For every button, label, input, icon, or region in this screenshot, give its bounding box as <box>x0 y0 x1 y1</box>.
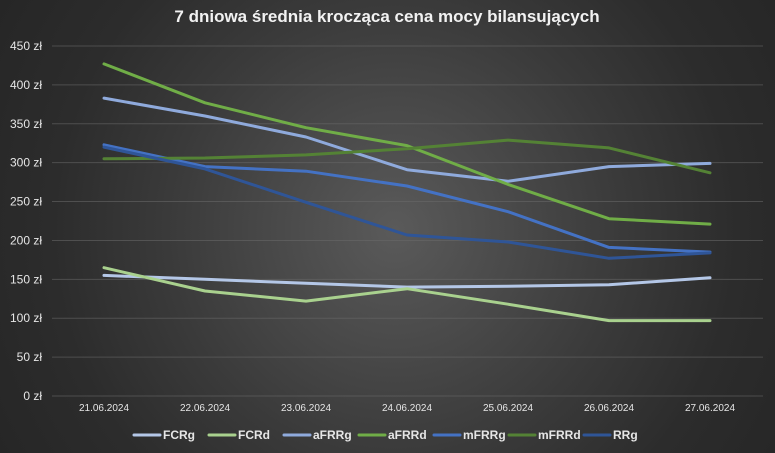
legend-label-mfrrd: mFRRd <box>538 428 581 442</box>
y-tick-label: 450 zł <box>10 39 42 53</box>
legend-label-mfrrg: mFRRg <box>463 428 506 442</box>
series-line-mfrrg <box>102 143 712 254</box>
legend-label-afrrg: aFRRg <box>313 428 352 442</box>
y-tick-label: 200 zł <box>10 233 42 247</box>
y-tick-label: 400 zł <box>10 78 42 92</box>
x-tick-label: 24.06.2024 <box>382 403 432 414</box>
y-tick-label: 0 zł <box>23 389 42 403</box>
series-lines <box>102 62 712 323</box>
y-tick-label: 300 zł <box>10 156 42 170</box>
x-tick-label: 26.06.2024 <box>584 403 634 414</box>
x-tick-label: 25.06.2024 <box>483 403 533 414</box>
legend-label-fcrd: FCRd <box>238 428 270 442</box>
y-tick-label: 150 zł <box>10 272 42 286</box>
y-tick-label: 250 zł <box>10 195 42 209</box>
x-axis-ticks: 21.06.2024 22.06.2024 23.06.2024 24.06.2024… <box>79 403 735 414</box>
series-line-rrg <box>102 145 712 260</box>
y-tick-label: 100 zł <box>10 311 42 325</box>
series-line-afrrd <box>102 62 712 226</box>
y-tick-label: 50 zł <box>17 350 43 364</box>
x-tick-label: 23.06.2024 <box>281 403 331 414</box>
series-line-fcrg <box>102 273 712 289</box>
y-axis-ticks: 0 zł 50 zł 100 zł 150 zł 200 zł 250 zł 300 zł 3… <box>10 39 42 403</box>
x-tick-label: 21.06.2024 <box>79 403 129 414</box>
y-tick-label: 350 zł <box>10 117 42 131</box>
x-tick-label: 27.06.2024 <box>685 403 735 414</box>
legend-label-afrrd: aFRRd <box>388 428 427 442</box>
legend: FCRg FCRd aFRRg aFRRd mFRRg mFRRd RRg <box>132 428 638 442</box>
x-tick-label: 22.06.2024 <box>180 403 230 414</box>
series-line-afrrg <box>102 96 712 183</box>
legend-label-fcrg: FCRg <box>163 428 195 442</box>
chart-title: 7 dniowa średnia krocząca cena mocy bila… <box>174 7 599 26</box>
series-line-mfrrd <box>102 138 712 175</box>
series-line-fcrd <box>102 266 712 323</box>
legend-label-rrg: RRg <box>613 428 638 442</box>
